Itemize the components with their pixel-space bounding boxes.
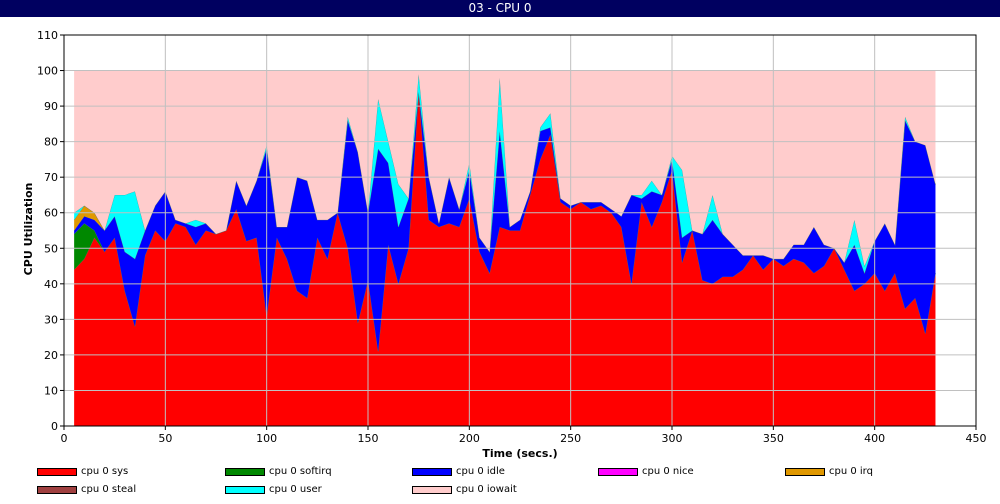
legend-label: cpu 0 nice	[642, 466, 694, 477]
legend-swatch	[37, 468, 77, 476]
legend-swatch	[225, 486, 265, 494]
legend-label: cpu 0 idle	[456, 466, 505, 477]
legend-item-cpu-0-softirq: cpu 0 softirq	[225, 465, 405, 479]
y-tick-label: 20	[44, 349, 58, 362]
legend-item-cpu-0-user: cpu 0 user	[225, 483, 405, 497]
legend-label: cpu 0 steal	[81, 484, 137, 495]
y-tick-label: 80	[44, 136, 58, 149]
legend-label: cpu 0 softirq	[269, 466, 332, 477]
area-series-cpu-0-sys	[74, 91, 936, 426]
area-series-cpu-0-iowait	[74, 70, 936, 267]
x-tick-label: 50	[158, 432, 172, 445]
y-tick-label: 40	[44, 278, 58, 291]
area-series-cpu-0-idle	[74, 91, 936, 352]
x-tick-label: 400	[864, 432, 885, 445]
x-tick-label: 450	[966, 432, 987, 445]
window-title: 03 - CPU 0	[0, 0, 1000, 17]
chart-legend: cpu 0 sys cpu 0 softirq cpu 0 idle cpu 0 ni…	[0, 462, 1000, 504]
x-tick-label: 200	[459, 432, 480, 445]
y-tick-label: 70	[44, 171, 58, 184]
x-tick-label: 250	[560, 432, 581, 445]
x-tick-label: 150	[358, 432, 379, 445]
plot-frame	[63, 34, 977, 427]
legend-swatch	[412, 486, 452, 494]
x-tick-label: 100	[256, 432, 277, 445]
y-axis-label: CPU Utilization	[22, 183, 35, 276]
legend-item-cpu-0-irq: cpu 0 irq	[785, 465, 965, 479]
legend-label: cpu 0 iowait	[456, 484, 517, 495]
y-tick-label: 100	[37, 65, 58, 78]
legend-item-cpu-0-sys: cpu 0 sys	[37, 465, 217, 479]
x-tick-label: 0	[61, 432, 68, 445]
y-tick-label: 50	[44, 242, 58, 255]
legend-label: cpu 0 irq	[829, 466, 873, 477]
legend-swatch	[37, 486, 77, 494]
legend-swatch	[412, 468, 452, 476]
y-tick-label: 0	[51, 420, 58, 433]
y-tick-label: 60	[44, 207, 58, 220]
axes: 0 10 20 30 40 50 60 70 80 90 100 110 0 50 100 150 200 250…	[37, 29, 987, 445]
legend-swatch	[785, 468, 825, 476]
y-tick-label: 90	[44, 100, 58, 113]
x-axis-label: Time (secs.)	[482, 447, 557, 460]
legend-item-cpu-0-nice: cpu 0 nice	[598, 465, 778, 479]
legend-swatch	[598, 468, 638, 476]
legend-label: cpu 0 sys	[81, 466, 129, 477]
y-tick-label: 10	[44, 384, 58, 397]
y-tick-label: 110	[37, 29, 58, 42]
x-tick-label: 350	[763, 432, 784, 445]
legend-item-cpu-0-idle: cpu 0 idle	[412, 465, 592, 479]
x-tick-label: 300	[662, 432, 683, 445]
legend-item-cpu-0-steal: cpu 0 steal	[37, 483, 217, 497]
legend-swatch	[225, 468, 265, 476]
y-tick-label: 30	[44, 313, 58, 326]
legend-label: cpu 0 user	[269, 484, 322, 495]
legend-item-cpu-0-iowait: cpu 0 iowait	[412, 483, 592, 497]
cpu-utilization-chart: 0 10 20 30 40 50 60 70 80 90 100 110 0 50 100 150 200 250…	[22, 29, 987, 460]
stacked-areas	[73, 70, 936, 426]
area-series-cpu-0-user	[74, 74, 936, 274]
